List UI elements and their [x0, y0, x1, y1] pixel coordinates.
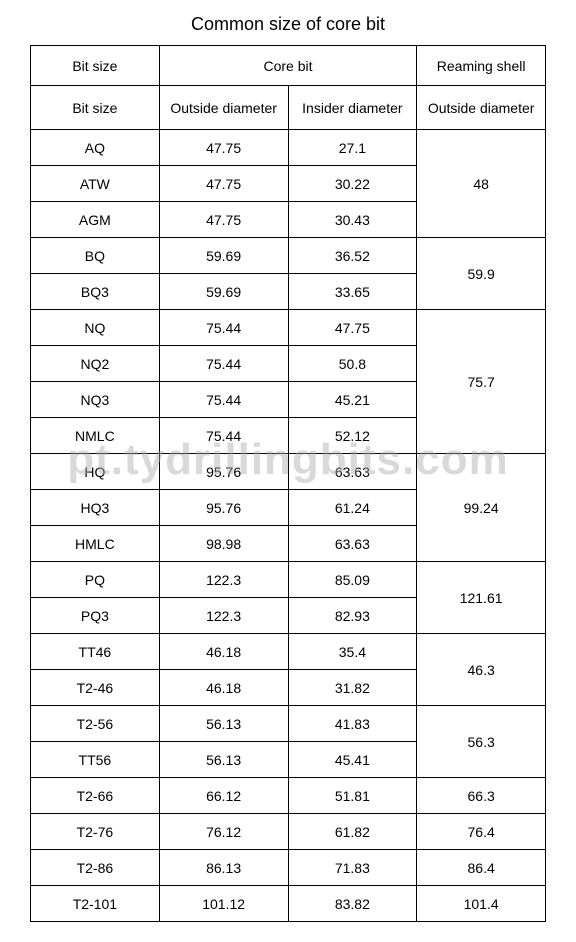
subheader-od: Outside diameter: [159, 86, 288, 130]
cell-reaming-od: 59.9: [417, 238, 546, 310]
cell-bitsize: BQ3: [31, 274, 160, 310]
cell-id: 27.1: [288, 130, 417, 166]
cell-bitsize: T2-76: [31, 814, 160, 850]
cell-od: 86.13: [159, 850, 288, 886]
cell-bitsize: HMLC: [31, 526, 160, 562]
cell-od: 95.76: [159, 490, 288, 526]
cell-reaming-od: 66.3: [417, 778, 546, 814]
table-row: TT4646.1835.446.3: [31, 634, 546, 670]
header-corebit: Core bit: [159, 46, 417, 86]
cell-reaming-od: 86.4: [417, 850, 546, 886]
table-row: T2-5656.1341.8356.3: [31, 706, 546, 742]
cell-bitsize: TT46: [31, 634, 160, 670]
cell-od: 46.18: [159, 670, 288, 706]
cell-reaming-od: 121.61: [417, 562, 546, 634]
cell-od: 56.13: [159, 742, 288, 778]
cell-bitsize: BQ: [31, 238, 160, 274]
cell-id: 33.65: [288, 274, 417, 310]
cell-bitsize: HQ3: [31, 490, 160, 526]
cell-id: 30.43: [288, 202, 417, 238]
cell-bitsize: NQ3: [31, 382, 160, 418]
cell-id: 45.21: [288, 382, 417, 418]
cell-id: 36.52: [288, 238, 417, 274]
cell-bitsize: ATW: [31, 166, 160, 202]
cell-bitsize: PQ: [31, 562, 160, 598]
cell-od: 75.44: [159, 346, 288, 382]
cell-id: 61.24: [288, 490, 417, 526]
cell-id: 50.8: [288, 346, 417, 382]
cell-id: 61.82: [288, 814, 417, 850]
page-title: Common size of core bit: [30, 14, 546, 35]
cell-bitsize: TT56: [31, 742, 160, 778]
cell-bitsize: NQ: [31, 310, 160, 346]
cell-id: 71.83: [288, 850, 417, 886]
cell-id: 31.82: [288, 670, 417, 706]
cell-id: 83.82: [288, 886, 417, 922]
cell-od: 59.69: [159, 238, 288, 274]
header-bitsize: Bit size: [31, 46, 160, 86]
cell-bitsize: HQ: [31, 454, 160, 490]
cell-bitsize: PQ3: [31, 598, 160, 634]
cell-od: 76.12: [159, 814, 288, 850]
table-row: NQ75.4447.7575.7: [31, 310, 546, 346]
subheader-reaming-od: Outside diameter: [417, 86, 546, 130]
table-row: HQ95.7663.6399.24: [31, 454, 546, 490]
cell-od: 47.75: [159, 130, 288, 166]
cell-id: 51.81: [288, 778, 417, 814]
cell-reaming-od: 76.4: [417, 814, 546, 850]
cell-id: 35.4: [288, 634, 417, 670]
cell-bitsize: AGM: [31, 202, 160, 238]
cell-bitsize: T2-66: [31, 778, 160, 814]
subheader-bitsize: Bit size: [31, 86, 160, 130]
core-bit-table: Bit sizeCore bitReaming shellBit sizeOut…: [30, 45, 546, 922]
cell-od: 122.3: [159, 598, 288, 634]
cell-reaming-od: 99.24: [417, 454, 546, 562]
cell-bitsize: T2-86: [31, 850, 160, 886]
cell-id: 63.63: [288, 526, 417, 562]
cell-reaming-od: 56.3: [417, 706, 546, 778]
table-row: T2-6666.1251.8166.3: [31, 778, 546, 814]
cell-od: 46.18: [159, 634, 288, 670]
cell-od: 66.12: [159, 778, 288, 814]
cell-od: 59.69: [159, 274, 288, 310]
table-row: T2-8686.1371.8386.4: [31, 850, 546, 886]
cell-reaming-od: 101.4: [417, 886, 546, 922]
header-reaming: Reaming shell: [417, 46, 546, 86]
cell-od: 101.12: [159, 886, 288, 922]
cell-bitsize: NQ2: [31, 346, 160, 382]
cell-bitsize: T2-56: [31, 706, 160, 742]
cell-id: 52.12: [288, 418, 417, 454]
table-row: T2-101101.1283.82101.4: [31, 886, 546, 922]
table-row: PQ122.385.09121.61: [31, 562, 546, 598]
cell-od: 75.44: [159, 418, 288, 454]
cell-reaming-od: 75.7: [417, 310, 546, 454]
cell-bitsize: T2-101: [31, 886, 160, 922]
cell-id: 82.93: [288, 598, 417, 634]
cell-od: 56.13: [159, 706, 288, 742]
cell-id: 85.09: [288, 562, 417, 598]
cell-id: 45.41: [288, 742, 417, 778]
cell-id: 41.83: [288, 706, 417, 742]
cell-id: 30.22: [288, 166, 417, 202]
table-row: AQ47.7527.148: [31, 130, 546, 166]
cell-od: 98.98: [159, 526, 288, 562]
cell-bitsize: AQ: [31, 130, 160, 166]
cell-od: 47.75: [159, 166, 288, 202]
cell-od: 122.3: [159, 562, 288, 598]
cell-bitsize: T2-46: [31, 670, 160, 706]
cell-bitsize: NMLC: [31, 418, 160, 454]
subheader-id: Insider diameter: [288, 86, 417, 130]
cell-od: 75.44: [159, 310, 288, 346]
cell-od: 75.44: [159, 382, 288, 418]
cell-id: 47.75: [288, 310, 417, 346]
cell-od: 47.75: [159, 202, 288, 238]
table-row: BQ59.6936.5259.9: [31, 238, 546, 274]
cell-reaming-od: 46.3: [417, 634, 546, 706]
cell-od: 95.76: [159, 454, 288, 490]
cell-reaming-od: 48: [417, 130, 546, 238]
cell-id: 63.63: [288, 454, 417, 490]
table-row: T2-7676.1261.8276.4: [31, 814, 546, 850]
